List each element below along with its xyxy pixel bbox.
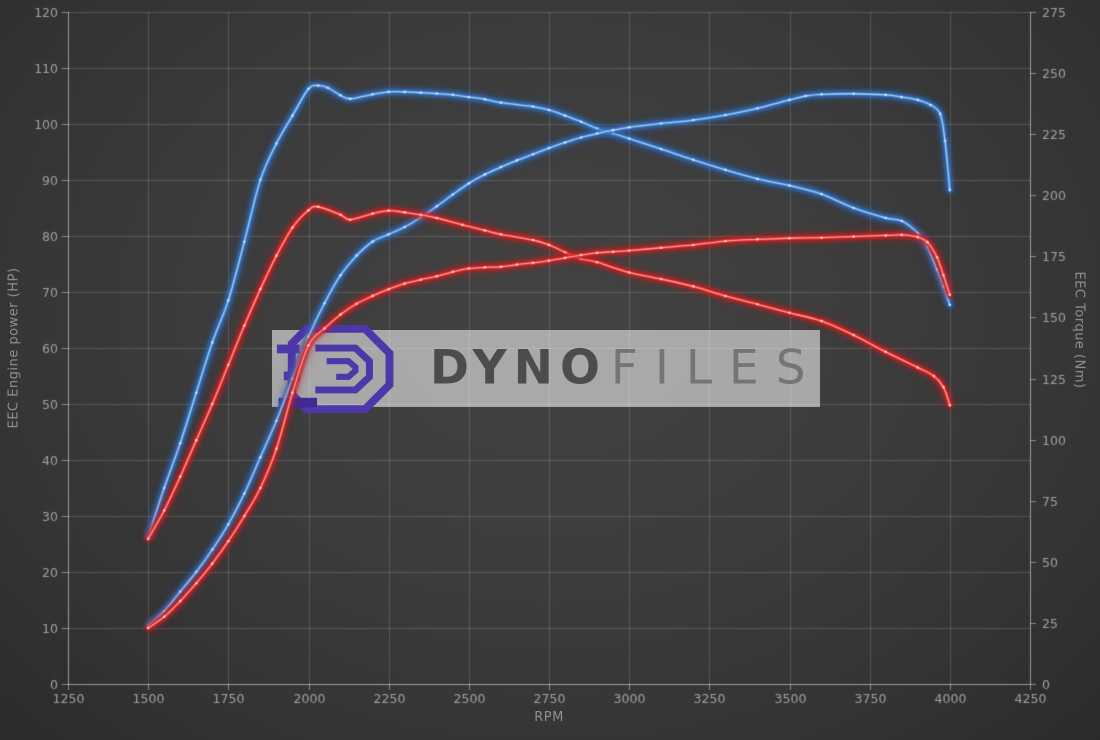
dyno-chart: DynoFiles EEC Engine power (HP) EEC Torq…	[0, 0, 1100, 740]
dyno-curves-canvas	[0, 0, 1100, 740]
